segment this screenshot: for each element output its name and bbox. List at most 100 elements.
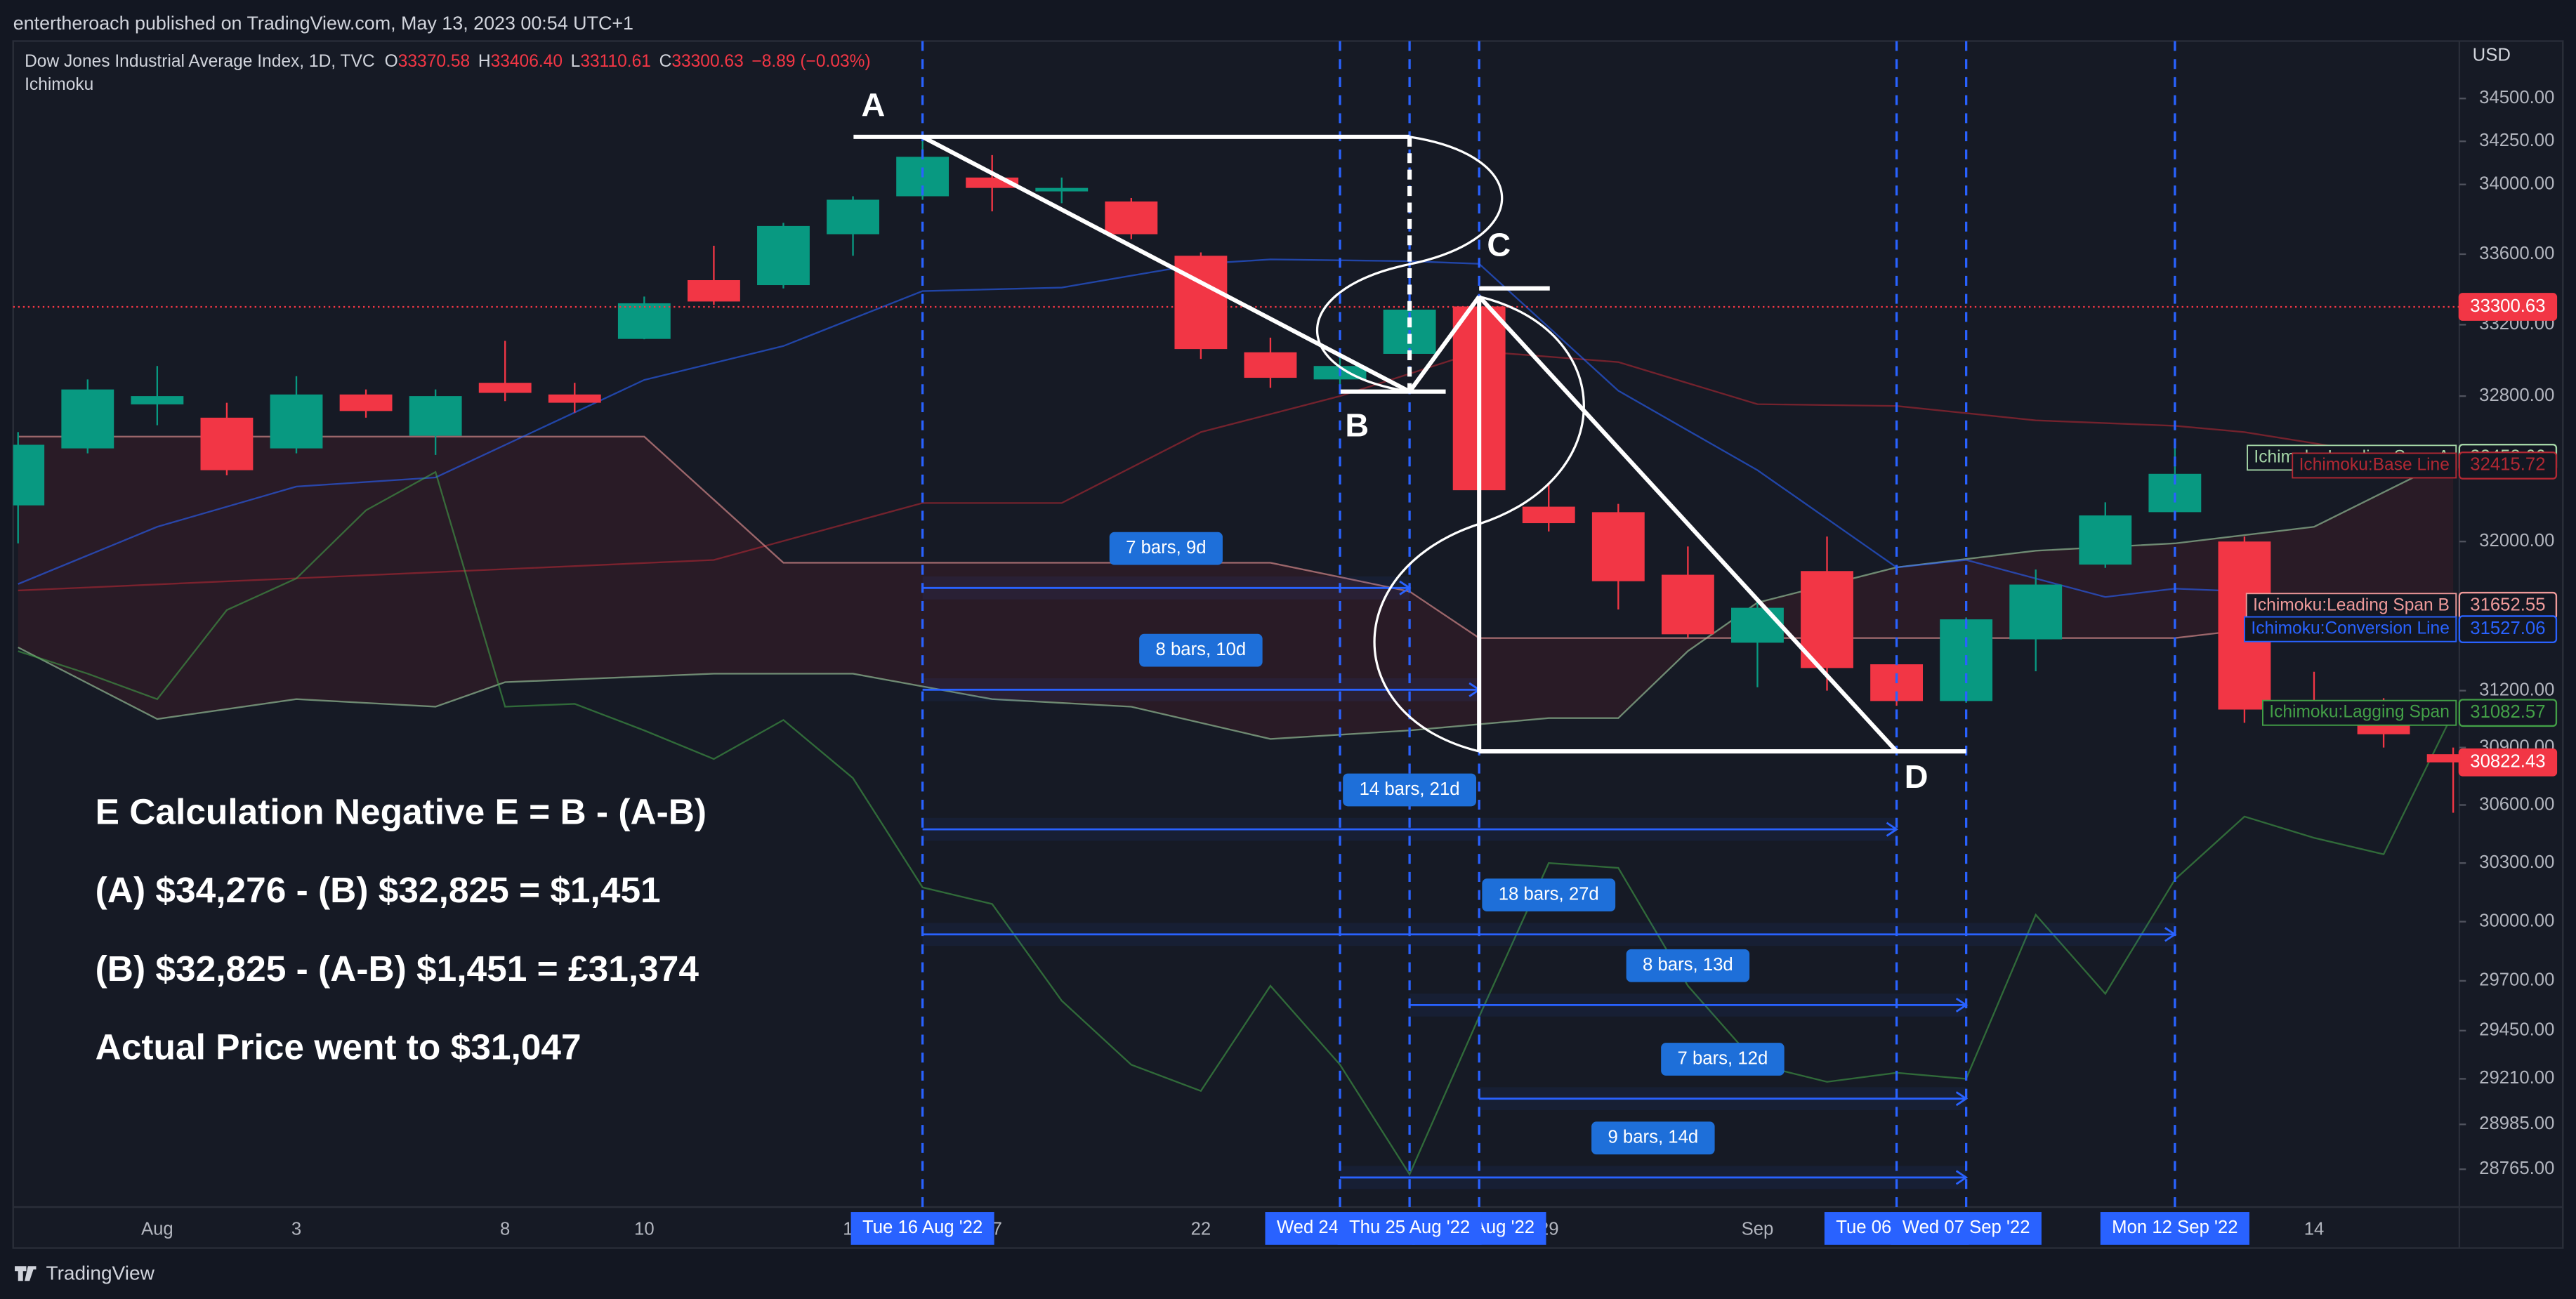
candle-body <box>409 396 462 436</box>
legend-change: −8.89 (−0.03%) <box>751 52 870 71</box>
candle-body <box>1522 506 1575 524</box>
range-label-box <box>1482 878 1616 912</box>
range-label-box <box>1626 949 1750 982</box>
pattern-point-label: D <box>1905 758 1928 795</box>
price-label: 31527.06 <box>2470 619 2545 638</box>
x-tick-label: 22 <box>1191 1220 1211 1239</box>
price-label: 31652.55 <box>2470 595 2545 615</box>
note-text: Actual Price went to $31,047 <box>96 1026 581 1067</box>
y-tick-label: 29700.00 <box>2479 970 2554 990</box>
legend-value: 33370.58 <box>398 52 470 71</box>
logo-icon <box>15 1266 37 1281</box>
date-label-box <box>850 1212 994 1245</box>
range-label: 7 bars, 12d <box>1678 1048 1768 1068</box>
candle-body <box>1105 201 1158 235</box>
series-name-label: Ichimoku:Base Line <box>2299 455 2450 474</box>
candle-body <box>2079 515 2132 565</box>
y-tick-label: 32800.00 <box>2479 385 2554 405</box>
candle-body <box>478 383 532 393</box>
candle-body <box>2426 754 2459 763</box>
range-arrow <box>1955 1091 1969 1107</box>
pattern-line <box>1407 295 1481 393</box>
date-label: Mon 12 Sep '22 <box>2112 1218 2237 1237</box>
date-label: Wed 07 Sep '22 <box>1903 1218 2030 1237</box>
range-label-box <box>1661 1043 1785 1076</box>
y-tick-label: 34250.00 <box>2479 131 2554 150</box>
y-tick-label: 31200.00 <box>2479 680 2554 699</box>
legend-title: Dow Jones Industrial Average Index, 1D, … <box>25 52 375 71</box>
header: entertheroach published on TradingView.c… <box>13 13 633 34</box>
candle-body <box>270 394 323 449</box>
range-label-box <box>1109 532 1223 565</box>
date-label-box <box>1891 1212 2042 1245</box>
y-tick-label: 32000.00 <box>2479 531 2554 550</box>
range-label-box <box>1343 773 1477 807</box>
note-text: (A) $34,276 - (B) $32,825 = $1,451 <box>96 869 661 910</box>
pattern-wave <box>1315 136 1504 393</box>
price-label: 33300.63 <box>2470 296 2545 316</box>
indicator-line <box>18 470 2455 1176</box>
x-tick-label: 10 <box>634 1220 655 1239</box>
date-label-box <box>2100 1212 2249 1245</box>
date-label: Tue 16 Aug '22 <box>862 1218 983 1237</box>
candle-body <box>339 394 393 411</box>
price-label-box <box>2458 451 2558 480</box>
pattern-point-label: C <box>1487 227 1511 263</box>
series-name-label: Ichimoku:Conversion Line <box>2251 619 2449 638</box>
legend-value: 33110.61 <box>580 52 651 71</box>
candle-body <box>2009 584 2063 640</box>
y-tick-label: 30300.00 <box>2479 852 2554 872</box>
range-arrow <box>1955 997 1969 1013</box>
candle-body <box>1661 574 1714 635</box>
overlay: entertheroach published on TradingView.c… <box>13 13 2558 1245</box>
footer-text: TradingView <box>46 1262 155 1284</box>
series-name-box <box>2244 616 2457 642</box>
candle-body <box>1801 571 1853 668</box>
series-name-box <box>2261 699 2457 726</box>
price-label: 30822.43 <box>2470 752 2545 772</box>
y-tick-label: 34500.00 <box>2479 88 2554 107</box>
range-arrow <box>2164 927 2177 942</box>
y-tick-label: 30000.00 <box>2479 911 2554 930</box>
x-tick-label: Sep <box>1742 1220 1774 1239</box>
legend-value: 33406.40 <box>491 52 563 71</box>
range-label: 9 bars, 14d <box>1608 1128 1698 1147</box>
price-label-box <box>2458 699 2558 727</box>
x-tick-label: 14 <box>2304 1220 2325 1239</box>
range-label: 14 bars, 21d <box>1360 779 1460 799</box>
legend-key: L <box>571 52 581 71</box>
y-tick-label: 34000.00 <box>2479 174 2554 194</box>
range-label: 8 bars, 10d <box>1156 640 1247 659</box>
legend-key: C <box>659 52 672 71</box>
legend-key: O <box>385 52 398 71</box>
note-text: E Calculation Negative E = B - (A-B) <box>96 791 707 832</box>
chart-frame <box>12 40 2564 1249</box>
range-label: 7 bars, 9d <box>1126 538 1206 558</box>
range-arrow <box>1955 1170 1969 1185</box>
candle-body <box>200 417 254 470</box>
candle-body <box>548 394 601 403</box>
legend: Dow Jones Industrial Average Index, 1D, … <box>25 52 871 71</box>
y-tick-label: 33600.00 <box>2479 244 2554 263</box>
pattern-line <box>1477 295 1898 753</box>
candle-body <box>1731 607 1784 643</box>
price-label-box <box>2458 615 2558 644</box>
y-tick-label: 30600.00 <box>2479 794 2554 814</box>
x-tick-label: Aug <box>141 1220 173 1239</box>
candle-body <box>827 199 879 235</box>
price-label-box <box>2458 293 2558 321</box>
currency: USD <box>2473 45 2511 65</box>
series-name-label: Ichimoku:Leading Span B <box>2253 595 2450 614</box>
legend-key: H <box>478 52 491 71</box>
range-label-box <box>1591 1121 1715 1155</box>
price-label: 31082.57 <box>2470 702 2545 722</box>
pattern-point-label: B <box>1345 407 1369 444</box>
candle-body <box>1244 352 1297 378</box>
series-name-label: Ichimoku:Lagging Span <box>2269 703 2450 722</box>
indicator-name: Ichimoku <box>25 75 93 94</box>
date-label: Thu 25 Aug '22 <box>1349 1218 1470 1237</box>
candle-body <box>617 303 671 339</box>
pattern-line <box>921 135 1411 394</box>
y-tick-label: 28985.00 <box>2479 1114 2554 1133</box>
